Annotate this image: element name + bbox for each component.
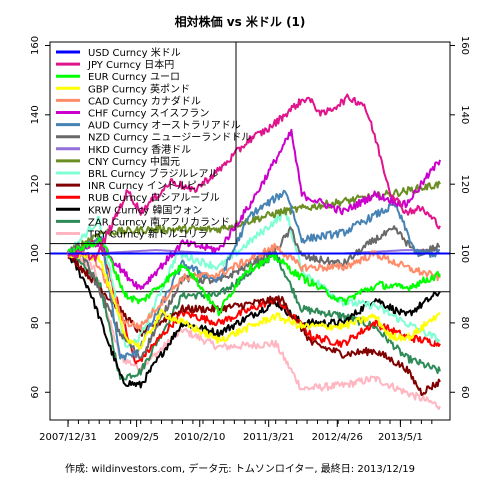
legend-label-8: HKD Curncy 香港ドル: [88, 144, 191, 156]
x-tick-label-3: 2011/3/21: [243, 432, 294, 443]
y-tick-label-left-2: 100: [30, 244, 41, 263]
y-tick-label-left-3: 120: [30, 175, 41, 194]
y-tick-label-left-1: 80: [30, 317, 41, 330]
legend-label-1: JPY Curncy 日本円: [87, 58, 174, 71]
legend-label-12: RUB Curncy ロシアルーブル: [88, 191, 220, 204]
legend-label-5: CHF Curncy スイスフラン: [88, 108, 209, 120]
x-tick-label-0: 2007/12/31: [39, 432, 97, 443]
series-line-6: [67, 189, 441, 361]
y-tick-label-left-5: 160: [30, 36, 41, 55]
series-line-1: [67, 93, 441, 262]
series-line-11: [67, 253, 441, 396]
legend-label-4: CAD Curncy カナダドル: [88, 94, 201, 107]
axes-layer: 60 60 80 80 100 100 120 120 140 140 160 160 2007/12/…: [30, 36, 470, 443]
y-tick-label-right-0: 60: [459, 386, 470, 399]
series-line-5: [67, 128, 441, 290]
series-line-13: [67, 252, 441, 389]
y-tick-label-left-4: 140: [30, 105, 41, 124]
legend-label-13: KRW Curncy 韓国ウォン: [88, 204, 202, 216]
lines-layer: [50, 93, 450, 411]
series-line-4: [67, 242, 441, 331]
legend-box: [49, 41, 237, 245]
y-tick-label-right-2: 100: [459, 244, 470, 263]
legend-label-15: TRY Curncy 新トルコリラ: [87, 228, 208, 241]
series-line-3: [67, 249, 441, 351]
series-line-15: [67, 250, 441, 411]
x-tick-label-5: 2013/5/1: [378, 432, 423, 443]
legend-label-9: CNY Curncy 中国元: [88, 155, 180, 168]
legend-label-11: INR Curncy インドルピー: [88, 180, 207, 192]
x-tick-label-4: 2012/4/26: [312, 432, 363, 443]
y-tick-label-left-0: 60: [30, 386, 41, 399]
legend-label-3: GBP Curncy 英ポンド: [88, 82, 190, 95]
y-tick-label-right-5: 160: [459, 36, 470, 55]
legend-label-2: EUR Curncy ユーロ: [88, 72, 180, 83]
chart-title: 相対株価 vs 米ドル (1): [175, 14, 306, 29]
y-tick-label-right-3: 120: [459, 175, 470, 194]
y-tick-label-right-1: 80: [459, 317, 470, 330]
y-tick-label-right-4: 140: [459, 105, 470, 124]
legend-label-6: AUD Curncy オーストラリアドル: [88, 120, 241, 132]
series-line-2: [67, 237, 441, 317]
legend-label-7: NZD Curncy ニュージーランドドル: [88, 132, 251, 144]
legend-label-14: ZAR Curncy 南アフリカランド: [88, 215, 230, 228]
legend-label-10: BRL Curncy ブラジルレアル: [88, 167, 218, 180]
x-tick-label-1: 2009/2/5: [114, 432, 159, 443]
legend-label-0: USD Curncy 米ドル: [88, 46, 181, 59]
x-tick-label-2: 2010/2/10: [174, 432, 225, 443]
chart-caption: 作成: wildinvestors.com, データ元: トムソンロイター, 最…: [65, 462, 415, 475]
